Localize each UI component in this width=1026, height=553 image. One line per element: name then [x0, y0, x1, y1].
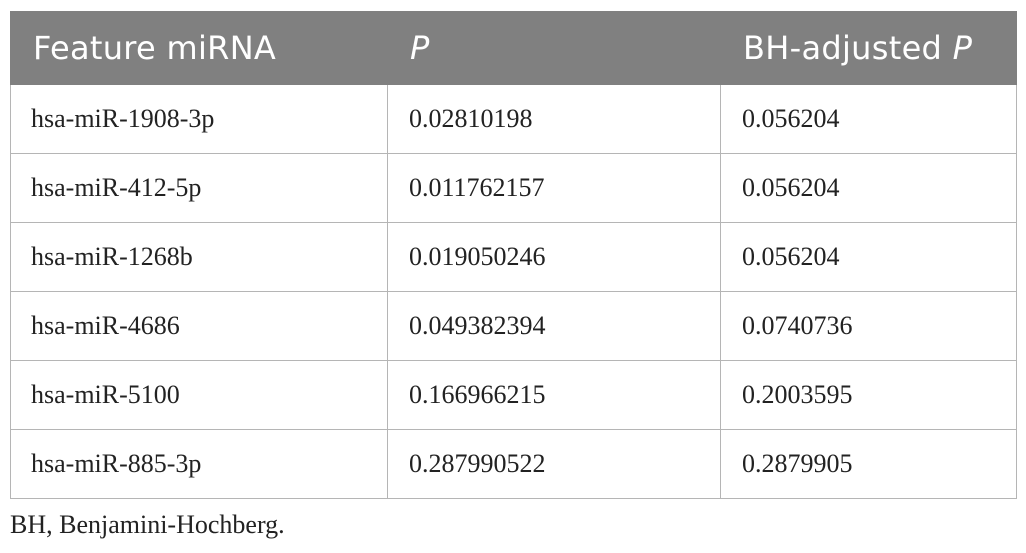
cell-p-value: 0.287990522 — [387, 429, 721, 499]
cell-p-value: 0.049382394 — [387, 291, 721, 361]
cell-p-value: 0.166966215 — [387, 360, 721, 430]
cell-bh-adjusted-p: 0.2003595 — [720, 360, 1017, 430]
cell-bh-adjusted-p: 0.056204 — [720, 153, 1017, 223]
cell-bh-adjusted-p: 0.056204 — [720, 84, 1017, 154]
table-row: hsa-miR-5100 0.166966215 0.2003595 — [10, 360, 1017, 430]
cell-mirna: hsa-miR-1268b — [10, 222, 388, 292]
table-row: hsa-miR-885-3p 0.287990522 0.2879905 — [10, 429, 1017, 499]
cell-bh-adjusted-p: 0.056204 — [720, 222, 1017, 292]
header-row: Feature miRNA P BH-adjusted P — [10, 11, 1017, 85]
table-row: hsa-miR-412-5p 0.011762157 0.056204 — [10, 153, 1017, 223]
mirna-results-table: Feature miRNA P BH-adjusted P hsa-miR-19… — [10, 11, 1017, 499]
column-header-feature-mirna: Feature miRNA — [10, 11, 388, 85]
cell-p-value: 0.02810198 — [387, 84, 721, 154]
cell-bh-adjusted-p: 0.2879905 — [720, 429, 1017, 499]
cell-mirna: hsa-miR-1908-3p — [10, 84, 388, 154]
cell-p-value: 0.011762157 — [387, 153, 721, 223]
table-row: hsa-miR-4686 0.049382394 0.0740736 — [10, 291, 1017, 361]
column-header-p: P — [387, 11, 721, 85]
table-row: hsa-miR-1268b 0.019050246 0.056204 — [10, 222, 1017, 292]
table-row: hsa-miR-1908-3p 0.02810198 0.056204 — [10, 84, 1017, 154]
column-header-bh-adjusted-p: BH-adjusted P — [720, 11, 1017, 85]
cell-mirna: hsa-miR-5100 — [10, 360, 388, 430]
table-footnote: BH, Benjamini-Hochberg. — [10, 510, 285, 539]
cell-mirna: hsa-miR-412-5p — [10, 153, 388, 223]
cell-bh-adjusted-p: 0.0740736 — [720, 291, 1017, 361]
table-body: hsa-miR-1908-3p 0.02810198 0.056204 hsa-… — [10, 84, 1017, 499]
cell-p-value: 0.019050246 — [387, 222, 721, 292]
table-header: Feature miRNA P BH-adjusted P — [10, 11, 1017, 85]
cell-mirna: hsa-miR-885-3p — [10, 429, 388, 499]
results-table-container: Feature miRNA P BH-adjusted P hsa-miR-19… — [10, 11, 1017, 499]
cell-mirna: hsa-miR-4686 — [10, 291, 388, 361]
